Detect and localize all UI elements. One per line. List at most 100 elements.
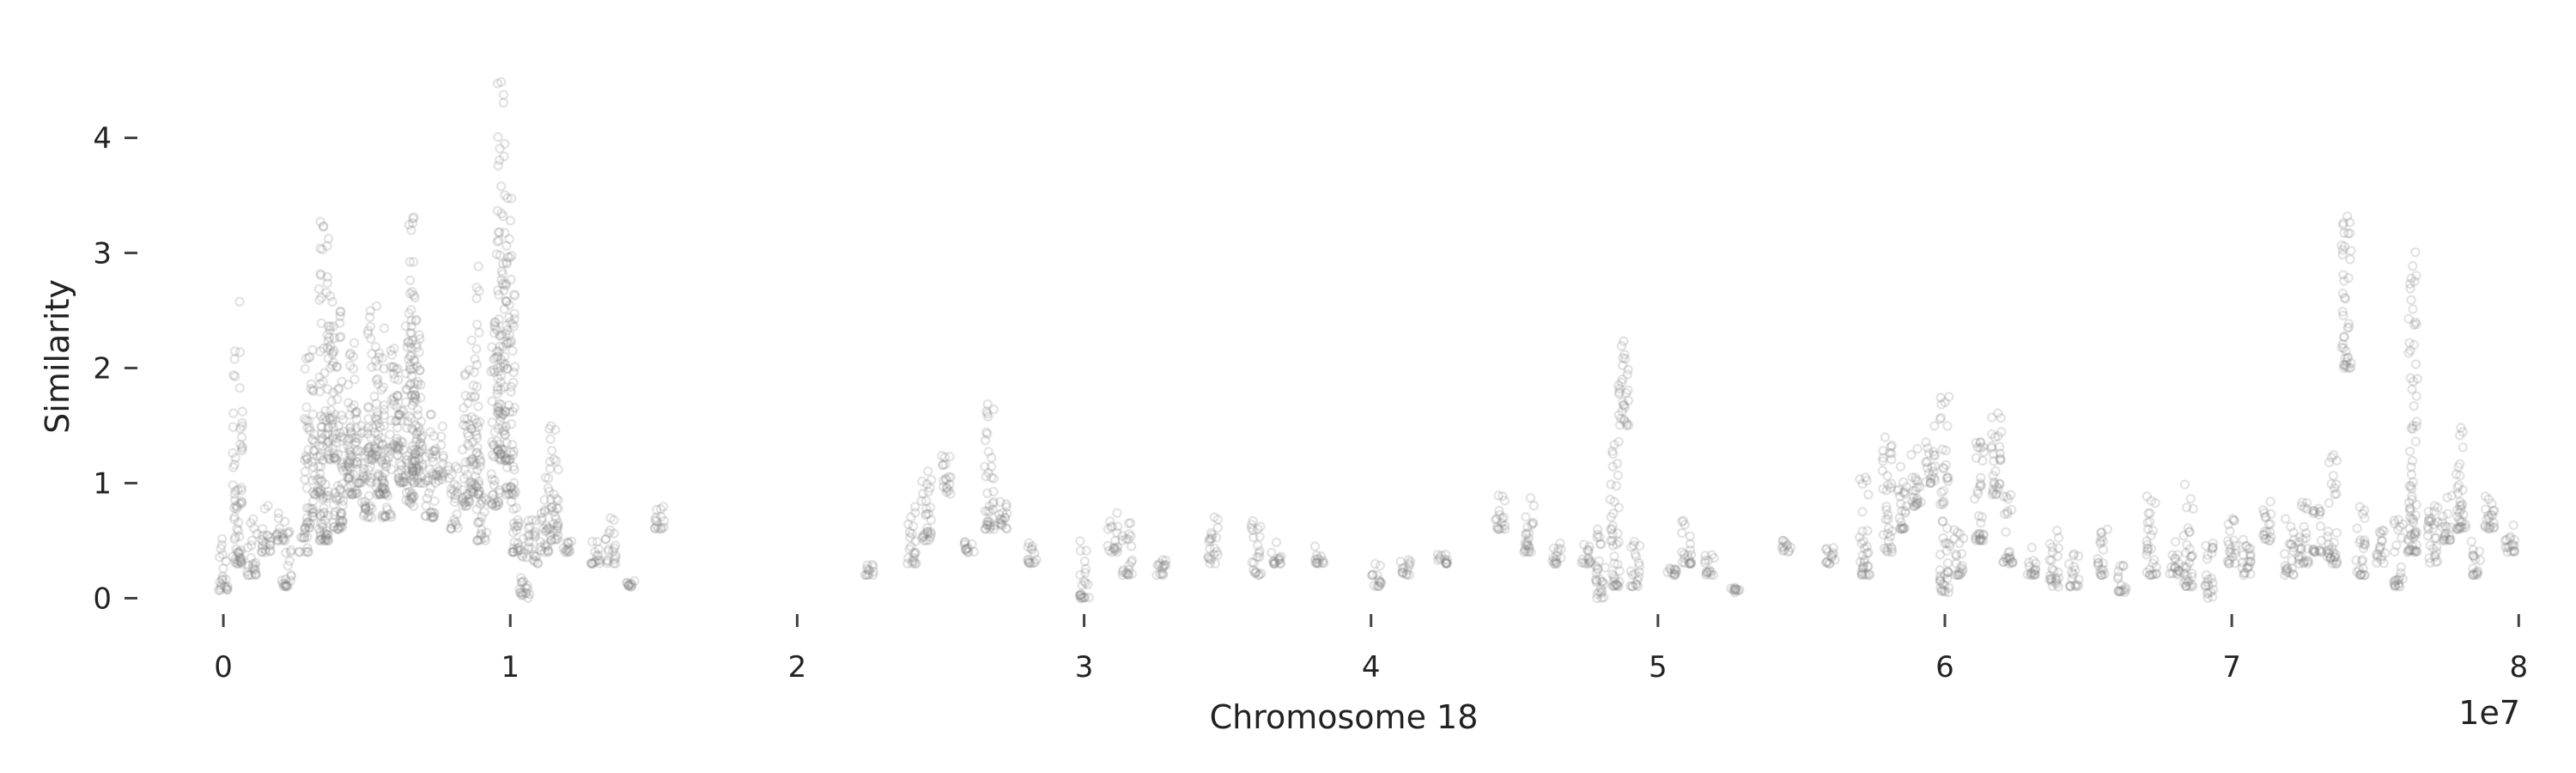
data-point bbox=[1941, 460, 1951, 471]
data-point bbox=[471, 344, 482, 354]
data-point bbox=[465, 496, 475, 507]
data-point bbox=[2330, 490, 2340, 500]
data-point bbox=[343, 441, 353, 451]
data-point bbox=[386, 443, 396, 453]
data-point bbox=[2343, 319, 2354, 329]
data-point bbox=[371, 399, 381, 409]
data-point bbox=[464, 494, 474, 505]
data-point bbox=[1609, 558, 1619, 569]
data-point bbox=[1023, 555, 1033, 565]
data-point bbox=[2404, 503, 2415, 514]
data-point bbox=[563, 547, 574, 557]
data-point bbox=[2404, 278, 2415, 289]
data-point bbox=[1728, 585, 1740, 596]
data-point bbox=[446, 523, 456, 534]
data-point bbox=[983, 467, 993, 478]
data-point bbox=[263, 501, 273, 511]
data-point bbox=[1157, 569, 1169, 581]
data-point bbox=[402, 455, 412, 466]
data-point bbox=[379, 478, 389, 488]
data-point bbox=[2404, 481, 2415, 491]
data-point bbox=[1858, 561, 1868, 571]
data-point bbox=[308, 461, 319, 472]
data-point bbox=[563, 543, 574, 554]
data-point bbox=[980, 524, 991, 534]
data-point bbox=[1680, 553, 1690, 563]
data-point bbox=[369, 441, 380, 452]
data-point bbox=[1607, 448, 1619, 460]
data-point bbox=[2358, 563, 2368, 574]
data-point bbox=[310, 437, 320, 447]
data-point bbox=[286, 545, 296, 556]
y-tick-label: 0 bbox=[93, 582, 112, 617]
data-point bbox=[321, 416, 331, 426]
data-point bbox=[532, 551, 542, 562]
data-point bbox=[459, 420, 469, 430]
data-point bbox=[337, 515, 348, 526]
data-point bbox=[1606, 512, 1616, 522]
data-point bbox=[470, 480, 480, 490]
data-point bbox=[410, 378, 420, 389]
data-point bbox=[2487, 498, 2497, 508]
data-point bbox=[394, 472, 404, 484]
data-point bbox=[2324, 498, 2334, 508]
data-point bbox=[1404, 569, 1415, 581]
data-point bbox=[1123, 570, 1133, 581]
data-point bbox=[500, 454, 511, 466]
data-point bbox=[2438, 535, 2449, 545]
data-point bbox=[1027, 545, 1037, 555]
data-point bbox=[1951, 558, 1961, 569]
data-point bbox=[2207, 543, 2217, 554]
data-point bbox=[335, 306, 345, 317]
data-point bbox=[2342, 352, 2354, 362]
data-point bbox=[1026, 543, 1036, 554]
data-point bbox=[429, 496, 440, 507]
data-point bbox=[2223, 558, 2234, 569]
data-point bbox=[518, 533, 529, 544]
data-point bbox=[629, 575, 640, 587]
data-point bbox=[2208, 578, 2218, 588]
data-point bbox=[343, 473, 354, 484]
data-point bbox=[2281, 563, 2292, 574]
data-point bbox=[2483, 513, 2494, 524]
data-point bbox=[552, 523, 563, 534]
data-point bbox=[331, 493, 342, 503]
data-point bbox=[330, 488, 341, 498]
data-point bbox=[2182, 539, 2192, 551]
data-point bbox=[2393, 525, 2403, 535]
data-point bbox=[2180, 581, 2191, 592]
data-point bbox=[1616, 413, 1626, 424]
data-point bbox=[1521, 528, 1532, 539]
data-point bbox=[544, 524, 556, 534]
data-point bbox=[471, 504, 482, 514]
data-point bbox=[373, 374, 383, 384]
data-point bbox=[1212, 550, 1224, 560]
data-point bbox=[349, 400, 359, 411]
data-point bbox=[2403, 313, 2414, 324]
data-point bbox=[909, 549, 920, 559]
data-point bbox=[2407, 455, 2418, 466]
data-point bbox=[331, 507, 341, 517]
data-point bbox=[331, 437, 341, 448]
data-point bbox=[1209, 543, 1220, 554]
data-point bbox=[1619, 400, 1629, 411]
data-point bbox=[410, 420, 422, 431]
data-point bbox=[2341, 360, 2351, 370]
data-point bbox=[412, 427, 422, 438]
data-point bbox=[234, 531, 245, 542]
data-point bbox=[495, 250, 506, 260]
data-point bbox=[907, 528, 917, 539]
data-point bbox=[1376, 577, 1387, 588]
data-point bbox=[1267, 547, 1277, 558]
data-point bbox=[397, 477, 408, 488]
data-point bbox=[980, 435, 991, 446]
y-axis-label: Similarity bbox=[39, 279, 76, 434]
data-point bbox=[2329, 538, 2339, 548]
data-point bbox=[1897, 506, 1907, 516]
data-point bbox=[2287, 563, 2297, 574]
data-point bbox=[495, 361, 506, 372]
data-point bbox=[2407, 495, 2417, 505]
data-point bbox=[987, 504, 999, 515]
data-point bbox=[284, 556, 295, 566]
data-point bbox=[1899, 486, 1910, 497]
